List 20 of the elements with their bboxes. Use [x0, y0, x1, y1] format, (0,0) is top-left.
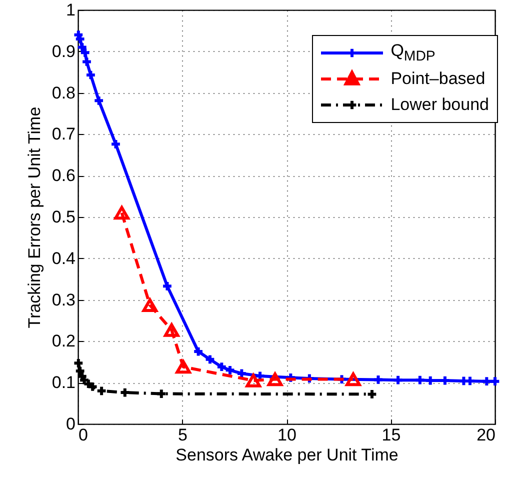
y-axis-title: Tracking Errors per Unit Time	[24, 106, 44, 328]
x-tick-label: 10	[278, 426, 296, 444]
x-tick-label: 5	[178, 426, 188, 444]
y-tick-label: 0.5	[52, 208, 76, 226]
y-tick-label: 0.1	[52, 373, 76, 392]
x-axis-title: Sensors Awake per Unit Time	[176, 446, 398, 464]
y-tick-label: 0.4	[52, 248, 76, 268]
legend-label: Point–based	[390, 69, 486, 89]
y-tick-label: 0.2	[52, 332, 76, 351]
y-tick-label: 0.3	[52, 290, 76, 310]
legend-label: Q$_{MDP}$	[390, 41, 436, 65]
x-tick-label: 15	[382, 426, 401, 444]
y-tick-label: 1	[66, 0, 76, 20]
x-tick-label: 20	[476, 426, 496, 444]
y-tick-label: 0.6	[52, 166, 76, 186]
y-tick-label: 0.8	[52, 83, 76, 102]
x-tick-label: 0	[78, 426, 88, 444]
y-tick-label: 0.9	[52, 42, 76, 61]
legend-label: Lower bound	[390, 95, 489, 115]
y-tick-label: 0.7	[52, 124, 76, 144]
